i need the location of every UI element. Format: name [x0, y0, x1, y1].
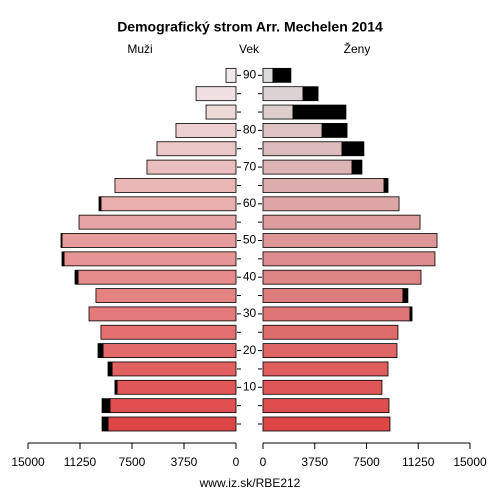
x-tick-label: 0 [260, 455, 267, 469]
bar [262, 196, 400, 212]
y-tick-label: 60 [243, 196, 257, 210]
bar-extra [402, 288, 409, 303]
bar-extra [60, 233, 63, 248]
axis-label: Vek [239, 42, 260, 56]
bar-extra [114, 379, 118, 395]
bar [146, 159, 237, 175]
bar [262, 67, 274, 83]
bar [262, 306, 411, 322]
bar [107, 416, 237, 432]
bar [262, 141, 343, 157]
bar [156, 141, 237, 157]
bar [262, 398, 390, 414]
x-tick-label: 11250 [402, 455, 435, 469]
bar [262, 214, 421, 230]
y-tick-label: 70 [243, 159, 257, 173]
bar-extra [61, 251, 65, 267]
bar-extra [98, 196, 102, 212]
bar [262, 379, 383, 395]
bar-extra [272, 67, 292, 83]
bar [262, 104, 294, 120]
bar-extra [101, 416, 109, 432]
bar [205, 104, 237, 120]
bar-extra [383, 178, 389, 193]
bar [114, 178, 237, 193]
bar [262, 123, 323, 138]
bar-extra [409, 306, 413, 322]
bar [95, 288, 237, 303]
bar [262, 416, 391, 432]
bar-extra [341, 141, 365, 157]
bar [262, 288, 404, 303]
x-tick-label: 7500 [353, 455, 380, 469]
bar [77, 269, 237, 285]
bar [262, 343, 398, 359]
bar-extra [97, 343, 104, 359]
bar [262, 324, 399, 340]
x-tick-label: 15000 [11, 455, 45, 469]
bar-extra [321, 123, 348, 138]
bar [88, 306, 237, 322]
bar [102, 343, 237, 359]
x-tick-label: 0 [233, 455, 240, 469]
y-tick-label: 20 [243, 343, 257, 357]
bar [262, 361, 389, 377]
bar [63, 251, 237, 267]
bar [111, 361, 237, 377]
bar [109, 398, 237, 414]
x-tick-label: 3750 [301, 455, 328, 469]
bar [262, 233, 438, 248]
bar-extra [107, 361, 113, 377]
x-tick-label: 15000 [453, 455, 487, 469]
x-tick-label: 3750 [171, 455, 198, 469]
bar [262, 159, 353, 175]
bar [100, 196, 237, 212]
x-tick-label: 11250 [64, 455, 97, 469]
bar-extra [302, 86, 319, 102]
right-label: Ženy [344, 41, 371, 56]
bar [262, 86, 304, 102]
bar-extra [101, 398, 111, 414]
y-tick-label: 10 [243, 379, 257, 393]
bar [262, 178, 385, 193]
bar [225, 67, 237, 83]
y-tick-label: 40 [243, 269, 257, 283]
y-tick-label: 90 [243, 68, 257, 82]
bar [175, 123, 237, 138]
bar-extra [351, 159, 363, 175]
bar [78, 214, 237, 230]
left-label: Muži [127, 42, 152, 56]
footer: www.iz.sk/RBE212 [199, 476, 301, 490]
bar [61, 233, 237, 248]
y-tick-label: 50 [243, 233, 257, 247]
x-tick-label: 7500 [119, 455, 146, 469]
bar [262, 251, 436, 267]
y-tick-label: 80 [243, 123, 257, 137]
bar [262, 269, 422, 285]
y-tick-label: 30 [243, 306, 257, 320]
bar-extra [74, 269, 79, 285]
bar-extra [292, 104, 347, 120]
bar [100, 324, 237, 340]
chart-title: Demografický strom Arr. Mechelen 2014 [117, 19, 383, 35]
bar [195, 86, 237, 102]
bar [116, 379, 237, 395]
